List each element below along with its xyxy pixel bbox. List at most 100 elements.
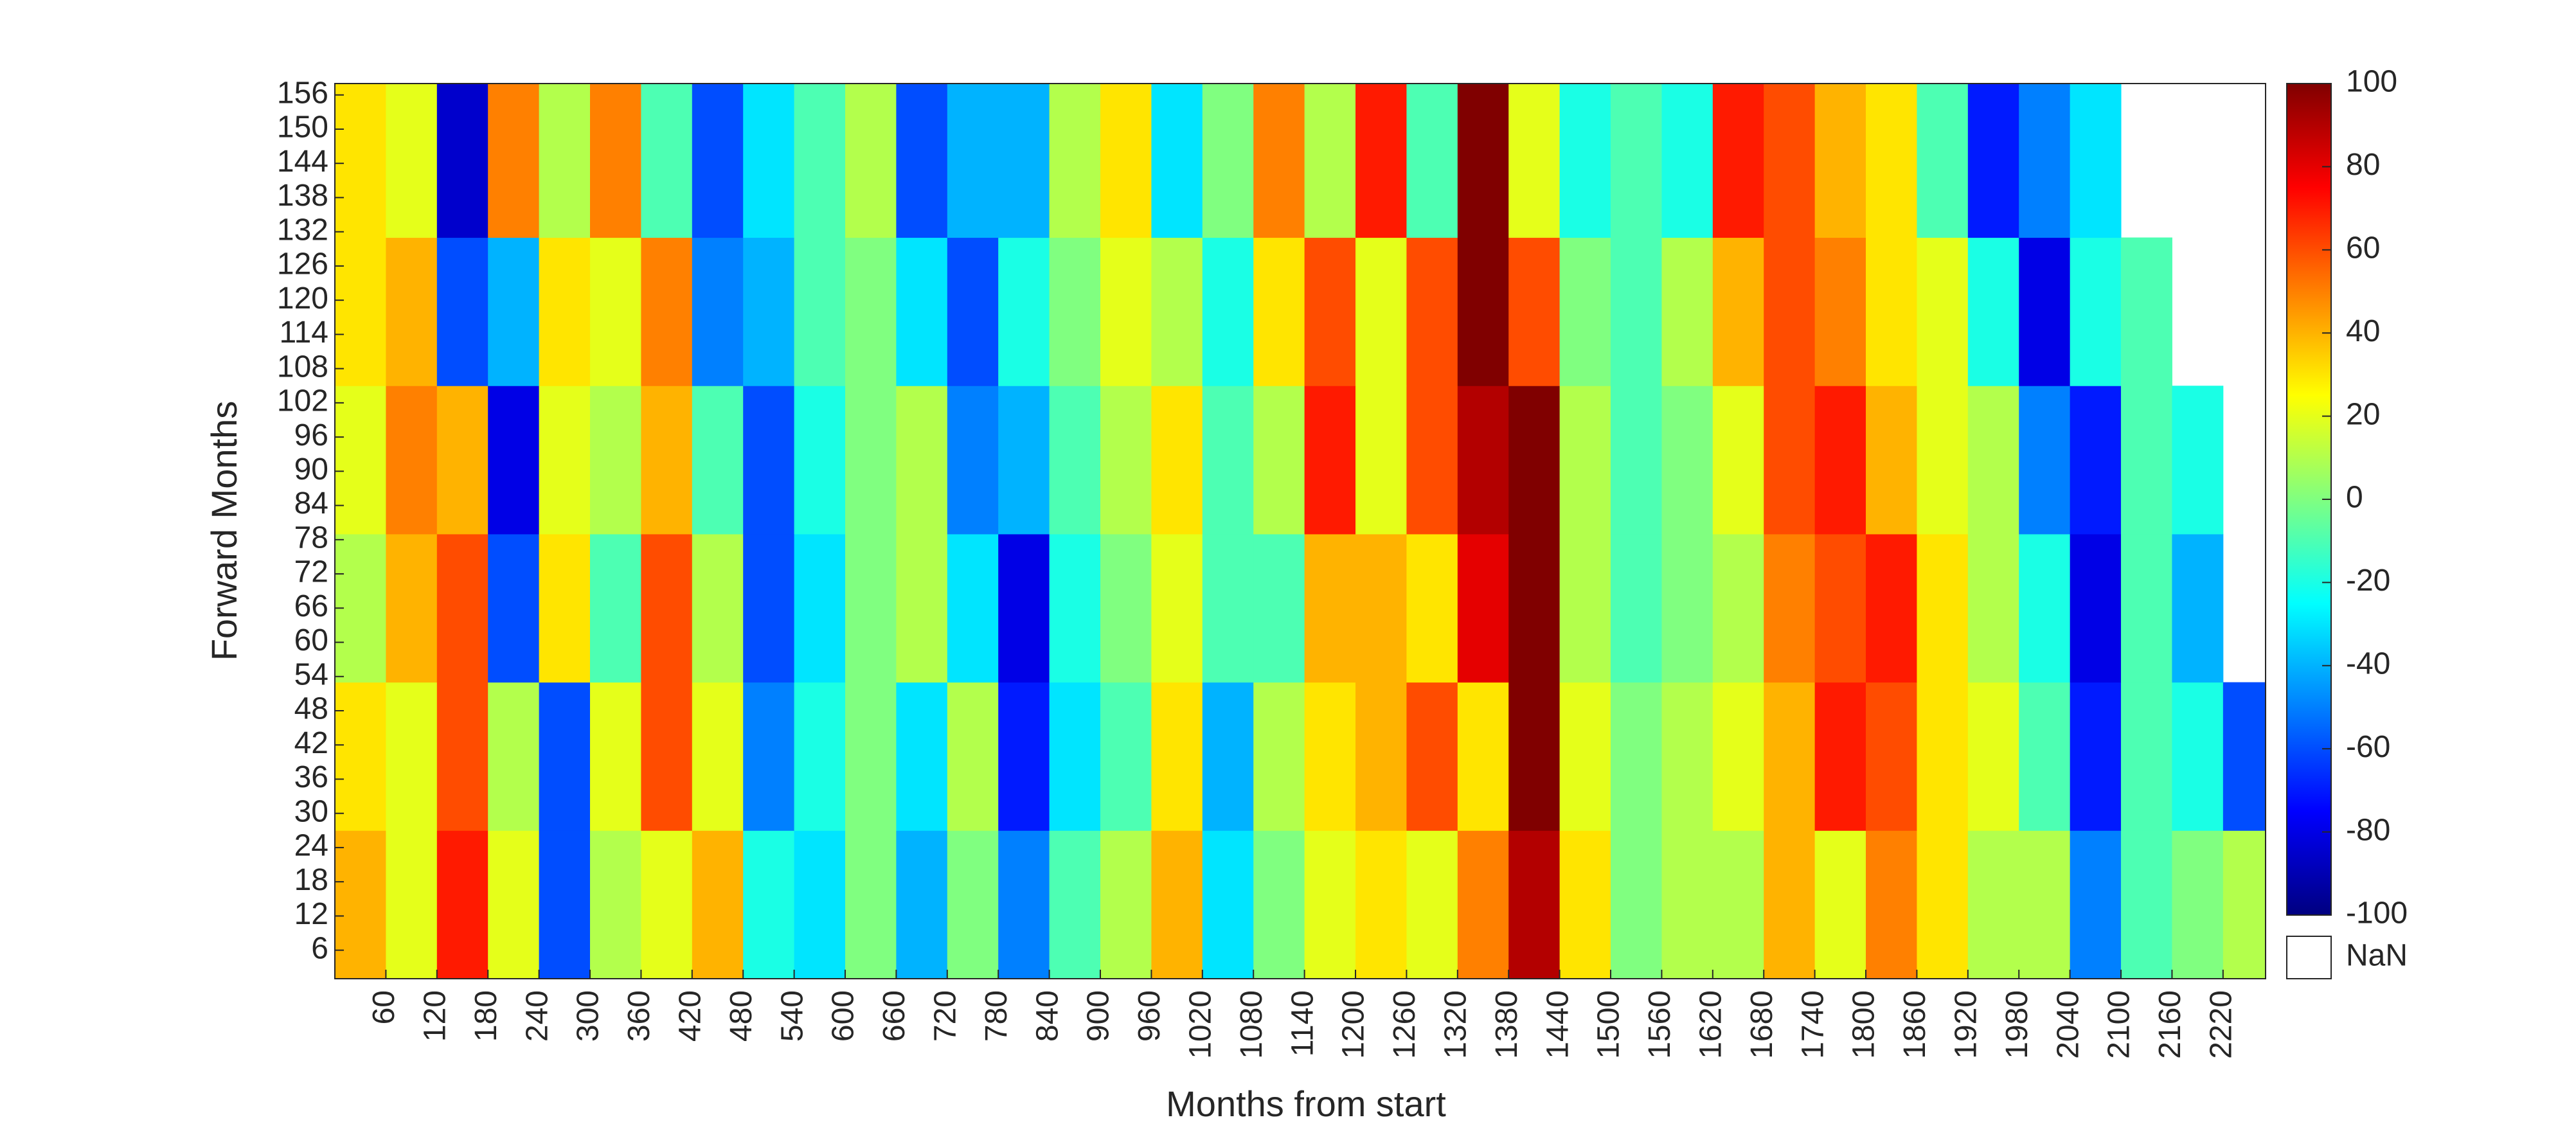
heatmap-cell <box>2019 386 2071 535</box>
y-tick-label: 30 <box>294 794 328 828</box>
heatmap-cell <box>692 830 744 979</box>
heatmap-cell <box>1508 237 1561 386</box>
heatmap-cell <box>335 84 386 238</box>
heatmap-cell <box>590 830 641 979</box>
heatmap-cell <box>998 237 1050 386</box>
x-tick-label: 840 <box>1030 990 1064 1042</box>
heatmap-cell <box>1508 682 1561 831</box>
y-tick-label: 120 <box>277 281 328 316</box>
y-tick-label: 36 <box>294 760 328 794</box>
colorbar-tick-label: -60 <box>2346 730 2390 764</box>
heatmap-cell <box>488 830 540 979</box>
heatmap-cell <box>1712 830 1764 979</box>
x-tick-label: 1920 <box>1949 990 1983 1059</box>
heatmap-cell <box>1967 84 2019 238</box>
y-tick-label: 48 <box>294 692 328 726</box>
x-tick-label: 420 <box>673 990 707 1042</box>
heatmap-cell <box>590 237 641 386</box>
heatmap-cell <box>794 237 846 386</box>
heatmap-cell <box>692 682 744 831</box>
heatmap-cell <box>896 830 948 979</box>
y-tick-label: 132 <box>277 213 328 247</box>
x-tick-label: 720 <box>928 990 962 1042</box>
heatmap <box>335 84 2266 979</box>
heatmap-cell <box>1611 237 1662 386</box>
heatmap-cell <box>845 386 897 535</box>
heatmap-cell <box>1661 386 1713 535</box>
heatmap-cell <box>590 84 641 238</box>
y-tick-label: 12 <box>294 897 328 931</box>
heatmap-cell <box>1304 237 1356 386</box>
heatmap-cell <box>539 84 591 238</box>
heatmap-cell <box>436 682 488 831</box>
heatmap-cell <box>1866 533 1917 683</box>
heatmap-cell <box>896 386 948 535</box>
heatmap-cell <box>1967 386 2019 535</box>
heatmap-cell <box>488 84 540 238</box>
heatmap-cell <box>1559 237 1611 386</box>
heatmap-cell <box>386 386 438 535</box>
heatmap-cell <box>998 386 1050 535</box>
x-tick-label: 2040 <box>2051 990 2085 1059</box>
heatmap-cell <box>1661 237 1713 386</box>
heatmap-cell <box>1406 237 1458 386</box>
heatmap-cell <box>2121 533 2172 683</box>
heatmap-cell <box>998 682 1050 831</box>
heatmap-cell <box>590 386 641 535</box>
heatmap-cell <box>1100 533 1152 683</box>
heatmap-cell <box>1100 237 1152 386</box>
heatmap-cell <box>2019 830 2071 979</box>
colorbar-tick-label: 40 <box>2346 314 2380 348</box>
heatmap-cell <box>436 386 488 535</box>
x-tick-label: 1560 <box>1643 990 1677 1059</box>
colorbar-tick-label: -100 <box>2346 896 2408 931</box>
heatmap-cell <box>947 237 999 386</box>
heatmap-cell <box>1457 84 1509 238</box>
x-tick-label: 360 <box>622 990 656 1042</box>
heatmap-cell <box>845 84 897 238</box>
heatmap-cell <box>1661 533 1713 683</box>
heatmap-cell <box>2019 84 2071 238</box>
heatmap-cell <box>2223 830 2266 979</box>
heatmap-cell <box>1508 386 1561 535</box>
heatmap-cell <box>1151 386 1203 535</box>
heatmap-cell <box>1253 386 1305 535</box>
heatmap-cell <box>1967 682 2019 831</box>
heatmap-cell <box>1712 533 1764 683</box>
heatmap-cell <box>2223 682 2266 831</box>
heatmap-cell <box>335 830 386 979</box>
heatmap-cell <box>1611 533 1662 683</box>
heatmap-cell <box>1764 830 1816 979</box>
heatmap-cell <box>1712 386 1764 535</box>
x-axis-label: Months from start <box>1166 1083 1446 1124</box>
heatmap-cell <box>1712 682 1764 831</box>
heatmap-cell <box>1049 682 1101 831</box>
x-tick-label: 2220 <box>2205 990 2239 1059</box>
x-tick-label: 480 <box>724 990 758 1042</box>
heatmap-cell <box>1151 830 1203 979</box>
heatmap-cell <box>947 682 999 831</box>
heatmap-cell <box>2172 386 2224 535</box>
heatmap-cell <box>2121 237 2172 386</box>
heatmap-cell <box>539 682 591 831</box>
heatmap-cell <box>1866 830 1917 979</box>
heatmap-cell <box>386 533 438 683</box>
y-tick-label: 96 <box>294 418 328 452</box>
x-tick-label: 600 <box>827 990 861 1042</box>
heatmap-cell <box>1253 682 1305 831</box>
heatmap-cell <box>1406 533 1458 683</box>
heatmap-cell <box>692 237 744 386</box>
colorbar-tick-label: -40 <box>2346 646 2390 681</box>
heatmap-cell <box>1355 386 1407 535</box>
heatmap-cell <box>794 533 846 683</box>
y-tick-label: 90 <box>294 452 328 486</box>
heatmap-cell <box>2070 682 2122 831</box>
y-tick-label: 54 <box>294 657 328 691</box>
heatmap-cell <box>436 237 488 386</box>
heatmap-cell <box>641 682 693 831</box>
y-tick-label: 78 <box>294 521 328 555</box>
x-tick-label: 2100 <box>2102 990 2136 1059</box>
x-tick-label: 1740 <box>1796 990 1830 1059</box>
heatmap-cell <box>1814 386 1866 535</box>
heatmap-cell <box>641 237 693 386</box>
